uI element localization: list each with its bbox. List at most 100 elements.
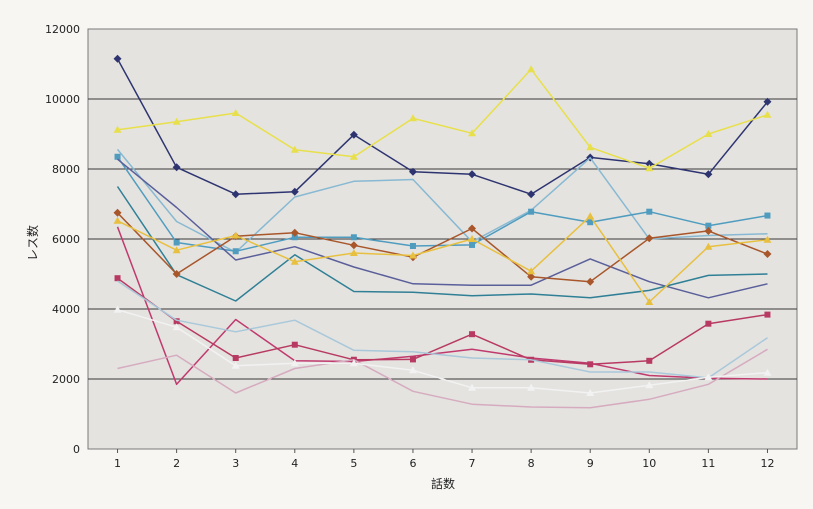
data-point [113,216,122,224]
y-tick-label: 8000 [52,163,80,176]
data-point [408,114,417,122]
y-axis-label: レス数 [25,225,40,261]
data-point [586,143,595,151]
data-point [527,383,536,391]
data-point [704,170,713,179]
data-point [173,318,180,325]
x-tick-label: 3 [232,457,239,470]
data-point [586,212,595,220]
data-point [114,275,121,282]
data-point [349,359,358,367]
data-point [587,219,594,226]
data-point [468,170,477,179]
data-point [646,357,653,364]
data-point [290,228,299,237]
series-line [116,186,768,302]
y-tick-label: 2000 [52,373,80,386]
data-point [763,250,772,259]
data-point [408,251,417,259]
data-point [113,125,122,133]
series-line [117,158,768,299]
series-line [117,308,768,394]
series-line [116,156,768,253]
data-point [113,305,122,313]
data-point [704,373,713,381]
data-point [409,356,416,363]
data-point [231,190,240,199]
x-tick-label: 1 [114,457,121,470]
grid-lines [88,98,797,380]
x-tick-label: 8 [528,457,535,470]
series-line [116,212,768,283]
x-axis-label: 話数 [431,476,455,491]
y-tick-label: 6000 [52,233,80,246]
x-tick-label: 7 [469,457,476,470]
data-point [113,208,122,217]
data-point [408,167,417,176]
x-tick-label: 2 [173,457,180,470]
data-point [172,163,181,172]
y-tick-label: 12000 [45,23,80,36]
data-point [231,361,240,369]
data-point [231,109,240,116]
data-point [290,359,299,367]
data-point [172,246,181,254]
data-point [349,152,358,160]
data-point [469,241,476,248]
data-point [763,368,772,376]
x-tick-label: 12 [760,457,774,470]
data-point [291,234,298,241]
x-tick-label: 9 [587,457,594,470]
data-point [527,272,536,281]
data-point [290,145,299,153]
data-point [645,298,654,305]
data-point [469,331,476,338]
data-point [764,311,771,318]
x-tick-label: 5 [350,457,357,470]
data-point [113,54,122,63]
data-point [290,257,299,265]
x-tick-label: 6 [409,457,416,470]
data-point [705,320,712,327]
data-point [645,234,654,243]
data-point [586,389,595,396]
data-point [764,212,771,219]
series-line [117,277,768,366]
x-tick-label: 10 [642,457,656,470]
y-tick-label: 10000 [45,93,80,106]
data-point [172,323,181,331]
data-point [172,270,181,278]
data-point [231,231,240,239]
data-point [291,341,298,348]
series-group [113,54,772,409]
data-point [586,277,595,286]
y-tick-label: 0 [73,443,80,456]
series-line [117,215,768,303]
data-point [468,383,477,391]
data-point [528,208,535,215]
data-point [763,110,772,118]
data-point [349,241,358,250]
data-point [173,239,180,246]
data-point [763,97,772,106]
data-point [527,65,536,73]
data-point [527,190,536,199]
data-point [172,117,181,125]
data-point [704,226,713,235]
data-point [645,159,654,168]
data-point [350,234,357,241]
data-point [349,249,358,256]
data-point [290,187,299,196]
x-tick-label: 11 [701,457,715,470]
y-tick-label: 4000 [52,303,80,316]
data-point [704,242,713,250]
data-point [232,248,239,255]
data-point [645,381,654,389]
data-point [527,267,536,275]
data-point [349,130,358,139]
data-point [645,164,654,172]
data-point [232,355,239,361]
